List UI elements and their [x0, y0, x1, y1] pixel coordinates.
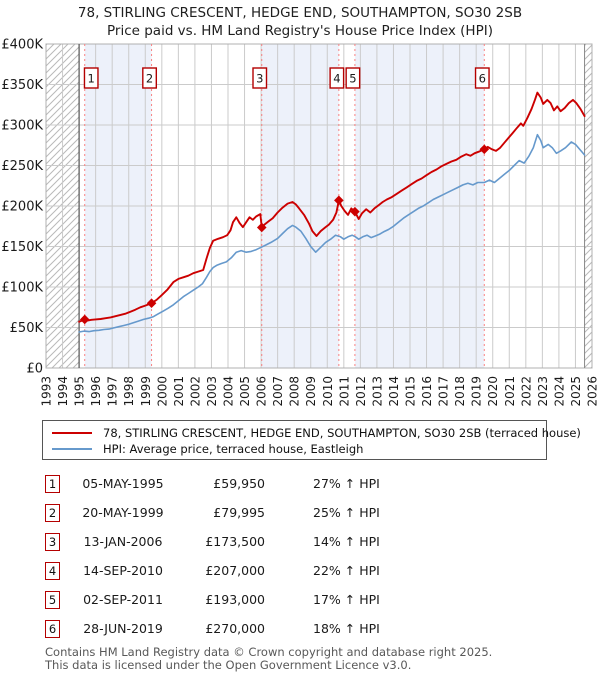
svg-text:2007: 2007	[271, 376, 285, 407]
legend-item-price-paid: 78, STIRLING CRESCENT, HEDGE END, SOUTHA…	[52, 425, 581, 441]
svg-text:2025: 2025	[569, 376, 583, 407]
sale-row-6: 6 28-JUN-2019 £270,000 18% ↑ HPI	[45, 618, 565, 647]
svg-text:2015: 2015	[404, 376, 418, 407]
sale-marker-badge: 2	[45, 504, 60, 522]
sale-row-5: 5 02-SEP-2011 £193,000 17% ↑ HPI	[45, 589, 565, 618]
license-line1: Contains HM Land Registry data © Crown c…	[45, 645, 493, 659]
svg-text:2006: 2006	[255, 376, 269, 407]
page-subtitle: Price paid vs. HM Land Registry's House …	[107, 23, 493, 39]
hpi-line-sample-icon	[52, 448, 92, 450]
svg-text:£50K: £50K	[10, 321, 44, 336]
svg-text:1995: 1995	[73, 376, 87, 407]
svg-text:2018: 2018	[453, 376, 467, 407]
svg-text:2021: 2021	[503, 376, 517, 407]
license-line2: This data is licensed under the Open Gov…	[45, 657, 412, 672]
sale-row-4: 4 14-SEP-2010 £207,000 22% ↑ HPI	[45, 560, 565, 589]
svg-text:2002: 2002	[188, 376, 202, 407]
svg-text:£150K: £150K	[1, 240, 43, 255]
price-paid-line-sample-icon	[52, 432, 92, 434]
svg-text:£400K: £400K	[1, 38, 43, 53]
svg-text:2023: 2023	[536, 376, 550, 407]
svg-text:6: 6	[479, 72, 486, 86]
sale-row-2: 2 20-MAY-1999 £79,995 25% ↑ HPI	[45, 502, 565, 531]
svg-text:1994: 1994	[56, 376, 70, 407]
sale-price: £59,950	[213, 476, 265, 491]
svg-text:£300K: £300K	[1, 119, 43, 134]
svg-text:2016: 2016	[420, 376, 434, 407]
svg-text:4: 4	[333, 72, 340, 86]
svg-text:2004: 2004	[222, 376, 236, 407]
svg-text:2003: 2003	[205, 376, 219, 407]
svg-text:1998: 1998	[122, 376, 136, 407]
legend-label: 78, STIRLING CRESCENT, HEDGE END, SOUTHA…	[103, 426, 581, 440]
sale-price: £173,500	[205, 534, 265, 549]
sale-hpi-delta: 14% ↑ HPI	[313, 534, 380, 549]
sale-date: 28-JUN-2019	[83, 621, 163, 636]
svg-text:2009: 2009	[304, 376, 318, 407]
svg-text:2000: 2000	[155, 376, 169, 407]
svg-text:2001: 2001	[172, 376, 186, 407]
svg-text:1996: 1996	[89, 376, 103, 407]
sale-date: 05-MAY-1995	[82, 476, 164, 491]
sale-hpi-delta: 27% ↑ HPI	[313, 476, 380, 491]
sale-marker-badge: 5	[45, 591, 60, 609]
svg-text:2: 2	[146, 72, 153, 86]
svg-text:2005: 2005	[238, 376, 252, 407]
svg-text:2008: 2008	[288, 376, 302, 407]
license-note: Contains HM Land Registry data © Crown c…	[45, 646, 492, 671]
legend-item-hpi: HPI: Average price, terraced house, East…	[52, 441, 546, 457]
sale-date: 02-SEP-2011	[83, 592, 163, 607]
sale-hpi-delta: 25% ↑ HPI	[313, 505, 380, 520]
svg-text:2010: 2010	[321, 376, 335, 407]
svg-text:3: 3	[256, 72, 263, 86]
svg-text:1997: 1997	[106, 376, 120, 407]
svg-text:2012: 2012	[354, 376, 368, 407]
svg-text:2014: 2014	[387, 376, 401, 407]
sale-price: £79,995	[213, 505, 265, 520]
sale-date: 13-JAN-2006	[83, 534, 163, 549]
sales-table: 1 05-MAY-1995 £59,950 27% ↑ HPI 2 20-MAY…	[45, 473, 565, 647]
svg-text:£0: £0	[26, 362, 43, 377]
svg-text:2019: 2019	[470, 376, 484, 407]
legend-label: HPI: Average price, terraced house, East…	[103, 442, 364, 456]
sale-row-1: 1 05-MAY-1995 £59,950 27% ↑ HPI	[45, 473, 565, 502]
svg-text:£200K: £200K	[1, 200, 43, 215]
chart-legend: 78, STIRLING CRESCENT, HEDGE END, SOUTHA…	[42, 420, 581, 460]
sale-date: 20-MAY-1999	[82, 505, 164, 520]
svg-text:2022: 2022	[519, 376, 533, 407]
sale-hpi-delta: 18% ↑ HPI	[313, 621, 380, 636]
svg-text:2026: 2026	[586, 376, 600, 407]
sale-marker-badge: 4	[45, 562, 60, 580]
svg-text:2024: 2024	[552, 376, 566, 407]
sale-hpi-delta: 17% ↑ HPI	[313, 592, 380, 607]
sale-hpi-delta: 22% ↑ HPI	[313, 563, 380, 578]
svg-text:2017: 2017	[437, 376, 451, 407]
sale-marker-badge: 1	[45, 475, 60, 493]
sale-price: £193,000	[205, 592, 265, 607]
svg-text:1999: 1999	[139, 376, 153, 407]
svg-text:2020: 2020	[486, 376, 500, 407]
sale-price: £207,000	[205, 563, 265, 578]
svg-text:2011: 2011	[337, 376, 351, 407]
svg-text:1: 1	[88, 72, 95, 86]
svg-text:£250K: £250K	[1, 159, 43, 174]
svg-text:1993: 1993	[40, 376, 54, 407]
svg-text:5: 5	[349, 72, 356, 86]
sale-date: 14-SEP-2010	[83, 563, 163, 578]
svg-text:2013: 2013	[370, 376, 384, 407]
svg-text:£350K: £350K	[1, 78, 43, 93]
sale-marker-badge: 3	[45, 533, 60, 551]
sale-row-3: 3 13-JAN-2006 £173,500 14% ↑ HPI	[45, 531, 565, 560]
sale-marker-badge: 6	[45, 620, 60, 638]
sale-price: £270,000	[205, 621, 265, 636]
svg-text:£100K: £100K	[1, 281, 43, 296]
page-title: 78, STIRLING CRESCENT, HEDGE END, SOUTHA…	[77, 5, 523, 21]
price-chart: £0 £50K £100K £150K £200K £250K £300K £350K £400…	[1, 38, 600, 407]
